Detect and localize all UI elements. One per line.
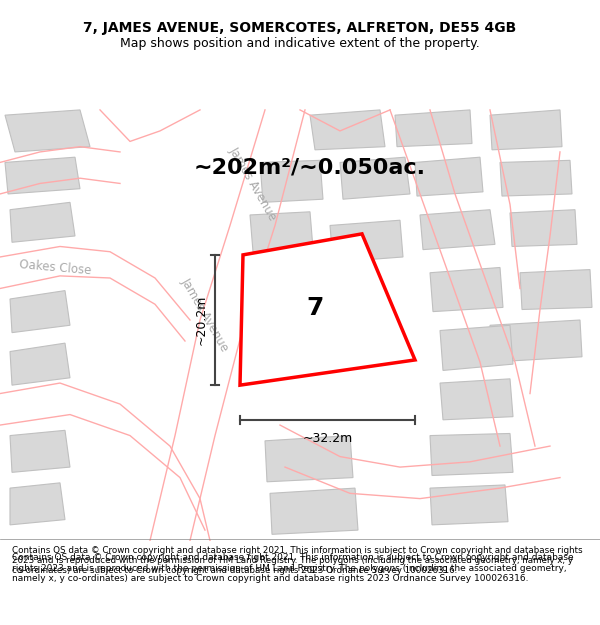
Polygon shape [310, 110, 385, 150]
Polygon shape [520, 269, 592, 309]
Polygon shape [265, 436, 353, 482]
Polygon shape [250, 212, 313, 252]
Text: Contains OS data © Crown copyright and database right 2021. This information is : Contains OS data © Crown copyright and d… [12, 546, 583, 576]
Polygon shape [330, 220, 403, 262]
Polygon shape [395, 110, 472, 147]
Polygon shape [490, 320, 582, 362]
Text: James Avenue: James Avenue [227, 144, 280, 222]
Polygon shape [420, 210, 495, 249]
Polygon shape [490, 110, 562, 150]
Text: 7, JAMES AVENUE, SOMERCOTES, ALFRETON, DE55 4GB: 7, JAMES AVENUE, SOMERCOTES, ALFRETON, D… [83, 21, 517, 35]
Polygon shape [260, 161, 323, 202]
Polygon shape [430, 485, 508, 525]
Text: ~202m²/~0.050ac.: ~202m²/~0.050ac. [194, 158, 426, 177]
Polygon shape [430, 268, 503, 312]
Polygon shape [415, 157, 483, 196]
Polygon shape [440, 325, 513, 371]
Polygon shape [10, 343, 70, 385]
Polygon shape [10, 291, 70, 332]
Text: Oakes Close: Oakes Close [19, 258, 92, 277]
Polygon shape [10, 431, 70, 472]
Text: Map shows position and indicative extent of the property.: Map shows position and indicative extent… [120, 38, 480, 50]
Polygon shape [5, 157, 80, 194]
Polygon shape [10, 202, 75, 242]
Polygon shape [5, 110, 90, 152]
Polygon shape [270, 488, 358, 534]
Text: ~32.2m: ~32.2m [302, 432, 353, 445]
Text: ~20.2m: ~20.2m [194, 295, 208, 345]
Text: Contains OS data © Crown copyright and database right 2021. This information is : Contains OS data © Crown copyright and d… [12, 553, 574, 583]
Polygon shape [500, 161, 572, 196]
Polygon shape [430, 434, 513, 476]
Text: James Avenue: James Avenue [179, 276, 232, 354]
Polygon shape [240, 234, 415, 385]
Polygon shape [510, 210, 577, 246]
Polygon shape [10, 483, 65, 525]
Text: 7: 7 [307, 296, 323, 321]
Polygon shape [340, 157, 410, 199]
Polygon shape [440, 379, 513, 420]
